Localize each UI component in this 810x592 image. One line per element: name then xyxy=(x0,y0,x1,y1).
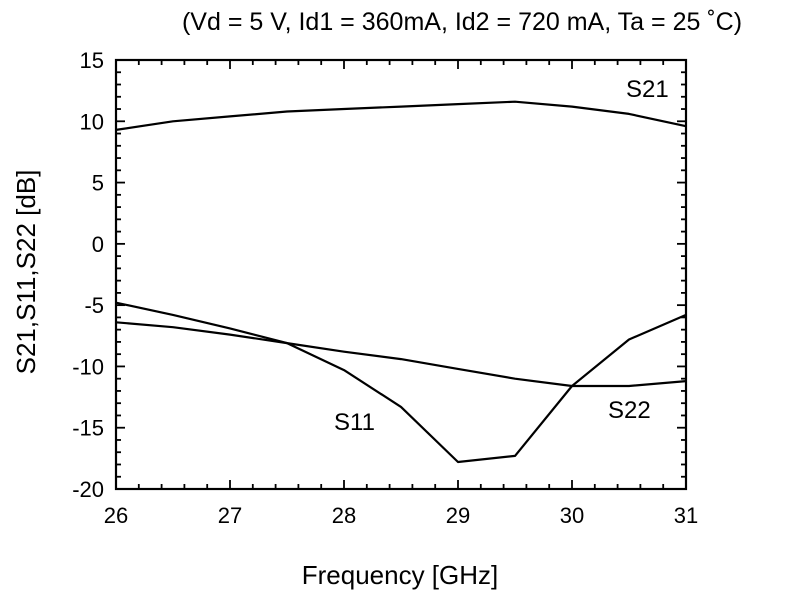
y-tick-label: 0 xyxy=(92,232,104,257)
y-tick-label: -10 xyxy=(72,354,104,379)
y-axis-title: S21,S11,S22 [dB] xyxy=(11,170,41,375)
series-line-s22 xyxy=(115,321,687,388)
y-tick-label: -20 xyxy=(72,477,104,502)
x-tick-label: 28 xyxy=(332,503,356,528)
y-tick-label: 5 xyxy=(92,171,104,196)
series-line-s21 xyxy=(115,100,687,131)
x-axis-title: Frequency [GHz] xyxy=(302,560,499,590)
y-tick-label: -15 xyxy=(72,416,104,441)
x-tick-label: 30 xyxy=(560,503,584,528)
chart-title: (Vd = 5 V, Id1 = 360mA, Id2 = 720 mA, Ta… xyxy=(182,8,742,36)
series-label-s22: S22 xyxy=(608,397,651,424)
series-lines xyxy=(115,100,687,464)
series-labels: S21 S11 S22 xyxy=(334,76,669,436)
x-tick-label: 26 xyxy=(104,503,128,528)
x-tick-label: 29 xyxy=(446,503,470,528)
y-tick-label: 15 xyxy=(80,48,104,73)
y-tick-label: -5 xyxy=(84,293,104,318)
x-tick-label: 31 xyxy=(674,503,698,528)
x-tick-label: 27 xyxy=(218,503,242,528)
plot-frame xyxy=(114,58,688,491)
series-label-s11: S11 xyxy=(334,409,375,436)
y-tick-label: 10 xyxy=(80,109,104,134)
axis-ticks: 26 27 28 29 30 31 -20 -15 -10 -5 0 5 10 15 xyxy=(72,48,698,528)
series-line-s11 xyxy=(115,301,687,464)
series-label-s21: S21 xyxy=(626,76,669,103)
